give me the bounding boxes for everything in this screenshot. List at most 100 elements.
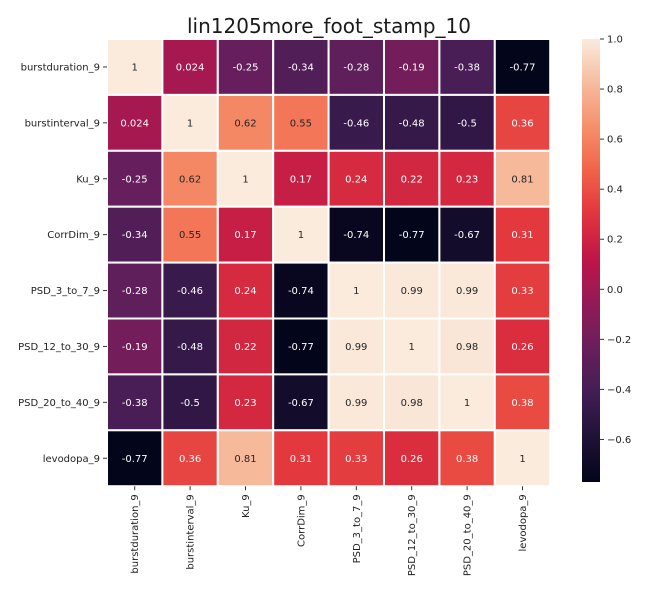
heatmap-cell — [383, 373, 441, 432]
heatmap-cell — [383, 93, 441, 152]
heatmap-cell — [493, 373, 552, 432]
heatmap-cell — [383, 429, 441, 488]
heatmap-cell-label: 0.26 — [511, 342, 533, 353]
heatmap-cell-label: 0.23 — [234, 398, 256, 409]
heatmap-cell — [438, 373, 496, 432]
x-tick-label: PSD_3_to_7_9 — [352, 494, 363, 563]
heatmap-cell-label: 0.81 — [234, 454, 256, 465]
heatmap-cell-label: -0.74 — [288, 286, 314, 297]
heatmap-cell-label: -0.38 — [454, 62, 480, 73]
heatmap-cell-label: 0.024 — [176, 62, 205, 73]
heatmap-cell-label: 0.31 — [511, 230, 533, 241]
heatmap-cell-label: 0.24 — [345, 174, 367, 185]
heatmap-cell — [327, 261, 386, 320]
y-tick-label: PSD_20_to_40_9 — [18, 398, 100, 409]
colorbar-tick-label: −0.6 — [607, 435, 631, 446]
y-tick-label: PSD_3_to_7_9 — [31, 286, 100, 297]
heatmap-cell-label: 1 — [464, 398, 470, 409]
heatmap-cell-label: 0.99 — [345, 342, 367, 353]
heatmap-cell — [493, 93, 552, 152]
heatmap-cell-label: 0.98 — [456, 342, 478, 353]
heatmap-cell-label: 0.81 — [511, 174, 533, 185]
heatmap-cell-label: -0.46 — [177, 286, 203, 297]
heatmap-cell — [216, 149, 275, 208]
y-tick-label: Ku_9 — [76, 174, 100, 185]
heatmap-cell-label: -0.48 — [177, 342, 203, 353]
heatmap-cell — [272, 93, 330, 152]
y-tick-label: CorrDim_9 — [47, 230, 100, 241]
colorbar-tick-label: −0.2 — [607, 335, 631, 346]
heatmap-cell-label: 1 — [519, 454, 525, 465]
heatmap-cell — [272, 261, 330, 320]
y-tick-label: burstduration_9 — [21, 62, 100, 73]
heatmap-cell — [272, 429, 330, 488]
colorbar-tick-label: 0.2 — [607, 235, 623, 246]
heatmap-cell-label: 1 — [409, 342, 415, 353]
heatmap-cell-label: -0.74 — [343, 230, 369, 241]
heatmap-cell — [216, 373, 275, 432]
heatmap-cell-label: 0.024 — [120, 118, 149, 129]
y-tick-labels: burstduration_9 burstinterval_9 Ku_9 CorrDi… — [18, 62, 107, 465]
heatmap-cell — [327, 205, 386, 264]
heatmap-cell-label: -0.19 — [122, 342, 148, 353]
x-tick-label: burstinterval_9 — [186, 494, 197, 569]
heatmap-cell — [493, 38, 552, 96]
heatmap-cell-label: 0.36 — [179, 454, 201, 465]
heatmap-cell-label: -0.77 — [510, 62, 536, 73]
colorbar-ticks: 1.0 0.8 0.6 0.4 0.2 0.0 −0.2 −0.4 −0.6 — [600, 35, 631, 446]
heatmap-cell-label: 0.62 — [234, 118, 256, 129]
heatmap-cell-label: 0.23 — [456, 174, 478, 185]
heatmap-cell-label: 1 — [242, 174, 248, 185]
heatmap-cell — [272, 149, 330, 208]
heatmap-cell-label: -0.5 — [457, 118, 477, 129]
colorbar-tick-label: 0.4 — [607, 185, 623, 196]
heatmap-cell-label: -0.67 — [454, 230, 480, 241]
heatmap-cell — [438, 149, 496, 208]
x-tick-label: Ku_9 — [241, 494, 252, 518]
heatmap-cell-label: 0.36 — [511, 118, 533, 129]
colorbar-tick-label: 0.8 — [607, 85, 623, 96]
colorbar: 1.0 0.8 0.6 0.4 0.2 0.0 −0.2 −0.4 −0.6 — [582, 35, 631, 482]
heatmap-cell-label: 0.38 — [511, 398, 533, 409]
heatmap-cell — [493, 317, 552, 376]
heatmap-cell-label: -0.25 — [233, 62, 259, 73]
heatmap-cell — [161, 373, 219, 432]
x-tick-label: CorrDim_9 — [296, 494, 307, 547]
colorbar-tick-label: 0.0 — [607, 285, 623, 296]
chart-title: lin1205more_foot_stamp_10 — [187, 14, 471, 38]
heatmap-cell — [438, 205, 496, 264]
x-tick-label: burstduration_9 — [130, 494, 141, 573]
heatmap-cell-label: -0.28 — [122, 286, 148, 297]
heatmap-cell-label: 0.24 — [234, 286, 256, 297]
x-tick-labels: burstduration_9 burstinterval_9 Ku_9 CorrDi… — [130, 486, 529, 576]
heatmap-cell — [327, 373, 386, 432]
colorbar-tick-label: −0.4 — [607, 385, 631, 396]
heatmap-cell — [383, 317, 441, 376]
x-tick-label: PSD_20_to_40_9 — [463, 494, 474, 576]
heatmap-cell-label: 0.55 — [179, 230, 201, 241]
heatmap-cell-label: 0.55 — [290, 118, 312, 129]
heatmap-cell-label: -0.28 — [343, 62, 369, 73]
heatmap-cell-label: 0.26 — [401, 454, 423, 465]
heatmap-cell-label: 0.22 — [401, 174, 423, 185]
heatmap-cell — [161, 317, 219, 376]
heatmap-cell-label: -0.67 — [288, 398, 314, 409]
heatmap-cell — [327, 149, 386, 208]
heatmap-cell-label: -0.34 — [288, 62, 314, 73]
heatmap-cell-label: 1 — [353, 286, 359, 297]
heatmap-cell-label: 1 — [187, 118, 193, 129]
colorbar-tick-label: 0.6 — [607, 135, 623, 146]
heatmap-cell-label: 0.17 — [290, 174, 312, 185]
heatmap-cell — [493, 149, 552, 208]
heatmap-cell-label: -0.48 — [399, 118, 425, 129]
heatmap-cell — [327, 429, 386, 488]
heatmap-cell-label: 0.62 — [179, 174, 201, 185]
heatmap-cell-label: -0.77 — [399, 230, 425, 241]
heatmap-cell-label: 0.33 — [345, 454, 367, 465]
heatmap-cell-label: 0.38 — [456, 454, 478, 465]
heatmap-cell-label: -0.77 — [288, 342, 314, 353]
heatmap-cell-label: -0.38 — [122, 398, 148, 409]
heatmap-cell-label: -0.19 — [399, 62, 425, 73]
